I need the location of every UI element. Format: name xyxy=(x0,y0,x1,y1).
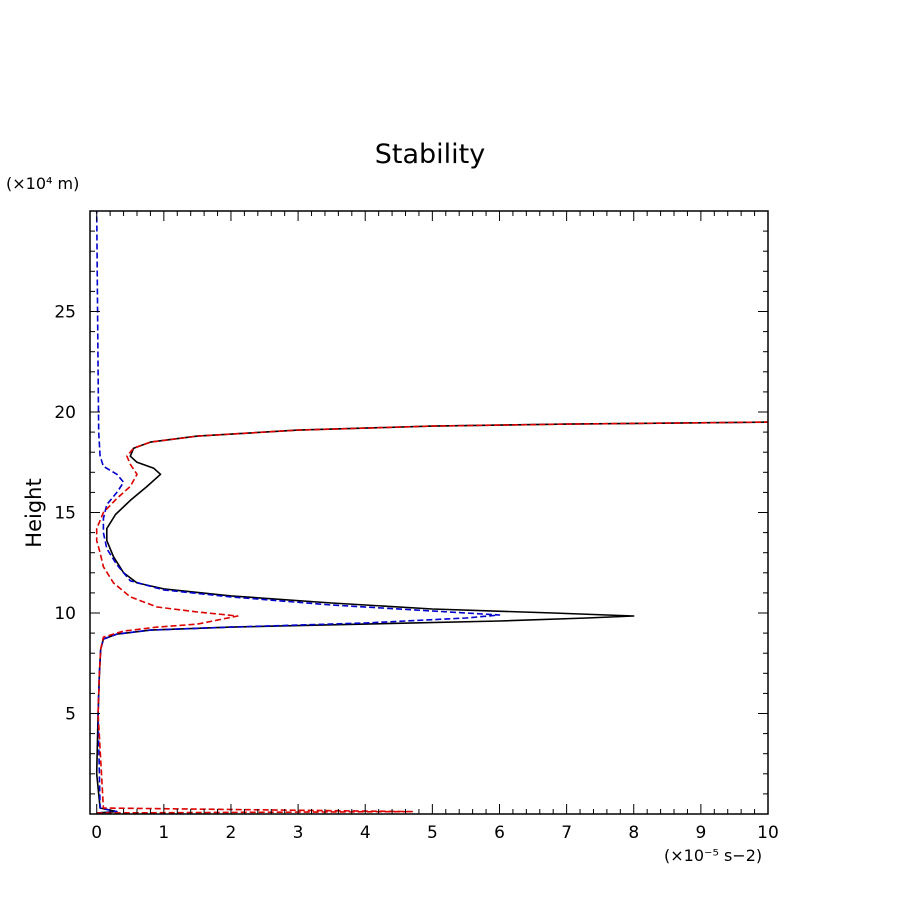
plot-frame xyxy=(89,210,769,815)
y-axis-label: Height xyxy=(22,478,46,547)
x-tick-label: 4 xyxy=(360,823,371,843)
x-tick-label: 2 xyxy=(226,823,237,843)
series-layer xyxy=(95,210,769,814)
y-tick-label: 15 xyxy=(54,504,76,524)
y-axis-unit: (×10⁴ m) xyxy=(6,174,79,193)
ticks-layer: 0 1 2 3 4 5 6 7 8 9 10 5 10 15 20 25 xyxy=(54,211,779,843)
x-tick-label: 0 xyxy=(91,823,102,843)
x-axis-unit: (×10⁻⁵ s−2) xyxy=(664,846,762,865)
y-tick-label: 10 xyxy=(54,604,76,624)
y-tick-label: 5 xyxy=(65,705,76,725)
x-tick-label: 3 xyxy=(293,823,304,843)
x-tick-label: 5 xyxy=(427,823,438,843)
chart-title: Stability xyxy=(375,139,486,170)
series-line-3 xyxy=(95,421,769,814)
x-tick-label: 1 xyxy=(158,823,169,843)
x-tick-label: 6 xyxy=(494,823,505,843)
x-tick-label: 7 xyxy=(561,823,572,843)
x-tick-label: 8 xyxy=(628,823,639,843)
x-tick-label: 10 xyxy=(757,823,779,843)
y-tick-label: 25 xyxy=(54,303,76,323)
y-tick-label: 20 xyxy=(54,403,76,423)
x-tick-label: 9 xyxy=(695,823,706,843)
